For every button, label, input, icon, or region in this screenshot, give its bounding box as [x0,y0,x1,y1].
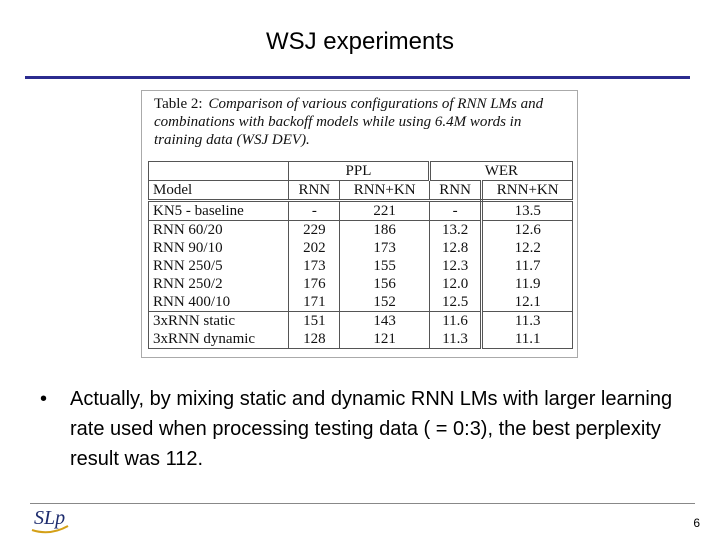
title-rule [25,76,690,79]
value-cell: 13.2 [428,220,484,239]
logo-text: SLp [34,507,66,529]
value-cell: - [428,200,484,221]
bullet-item: Actually, by mixing static and dynamic R… [40,384,680,474]
value-cell: 11.6 [428,311,484,330]
value-cell: 12.1 [481,293,573,312]
value-cell: 151 [288,311,341,330]
value-cell: 143 [339,311,430,330]
model-cell: RNN 90/10 [147,239,290,257]
value-cell: 13.5 [481,200,573,221]
value-cell: 121 [339,330,430,349]
model-cell: RNN 60/20 [147,220,290,239]
value-cell: 11.1 [481,330,573,349]
value-cell: 202 [288,239,341,257]
column-header: RNN+KN [481,180,573,202]
value-cell: 12.0 [428,275,484,293]
caption-text: Comparison of various configurations of … [154,96,544,148]
table-row: 3xRNN dynamic 128 121 11.3 11.1 [147,330,573,349]
value-cell: 11.7 [481,257,573,275]
value-cell: 173 [288,257,341,275]
model-cell: 3xRNN static [147,311,290,330]
model-cell: 3xRNN dynamic [147,330,290,349]
table-row: RNN 250/5 173 155 12.3 11.7 [147,257,573,275]
model-cell: RNN 400/10 [147,293,290,312]
model-cell: RNN 250/5 [147,257,290,275]
value-cell: 173 [339,239,430,257]
value-cell: 171 [288,293,341,312]
group-header-row: PPL WER [147,161,574,181]
value-cell: 128 [288,330,341,349]
table-row: KN5 - baseline -221-13.5 [147,200,573,221]
model-cell: RNN 250/2 [147,275,290,293]
page-number: 6 [693,516,700,530]
column-header: RNN+KN [339,180,430,202]
table-row: RNN 400/10 171 152 12.5 12.1 [147,293,573,312]
table-caption: Table 2: Comparison of various configurat… [154,95,569,149]
caption-label: Table 2: [154,96,203,112]
value-cell: 11.9 [481,275,573,293]
table-row: 3xRNN static 151 143 11.6 11.3 [147,311,573,330]
value-cell: 12.6 [481,220,573,239]
footer-rule [30,503,695,504]
logo: SLp [30,506,70,536]
column-header-row: Model RNN RNN+KN RNN RNN+KN [147,180,573,202]
logo-swoosh [31,525,69,534]
value-cell: 186 [339,220,430,239]
value-cell: 12.3 [428,257,484,275]
value-cell: 12.8 [428,239,484,257]
column-header: RNN [428,180,484,202]
value-cell: 12.5 [428,293,484,312]
value-cell: 11.3 [428,330,484,349]
table-row: RNN 60/20 229 186 13.2 12.6 [147,220,573,239]
table-figure: Table 2: Comparison of various configurat… [141,90,578,358]
value-cell: 229 [288,220,341,239]
empty-cell [147,161,290,181]
value-cell: 156 [339,275,430,293]
group-header: WER [428,161,574,181]
value-cell: 176 [288,275,341,293]
value-cell: 152 [339,293,430,312]
table-row: RNN 250/2 176 156 12.0 11.9 [147,275,573,293]
value-cell: - [288,200,341,221]
bullet-list: Actually, by mixing static and dynamic R… [40,384,680,474]
value-cell: 11.3 [481,311,573,330]
model-cell: KN5 - baseline [147,200,290,221]
table-row: RNN 90/10 202 173 12.8 12.2 [147,239,573,257]
results-table: PPL WER Model RNN RNN+KN RNN RNN+KN KN5 - basel… [147,161,574,349]
value-cell: 12.2 [481,239,573,257]
value-cell: 221 [339,200,430,221]
column-header: Model [147,180,290,202]
group-header: PPL [288,161,431,181]
value-cell: 155 [339,257,430,275]
slide-title: WSJ experiments [265,28,455,55]
column-header: RNN [288,180,341,202]
